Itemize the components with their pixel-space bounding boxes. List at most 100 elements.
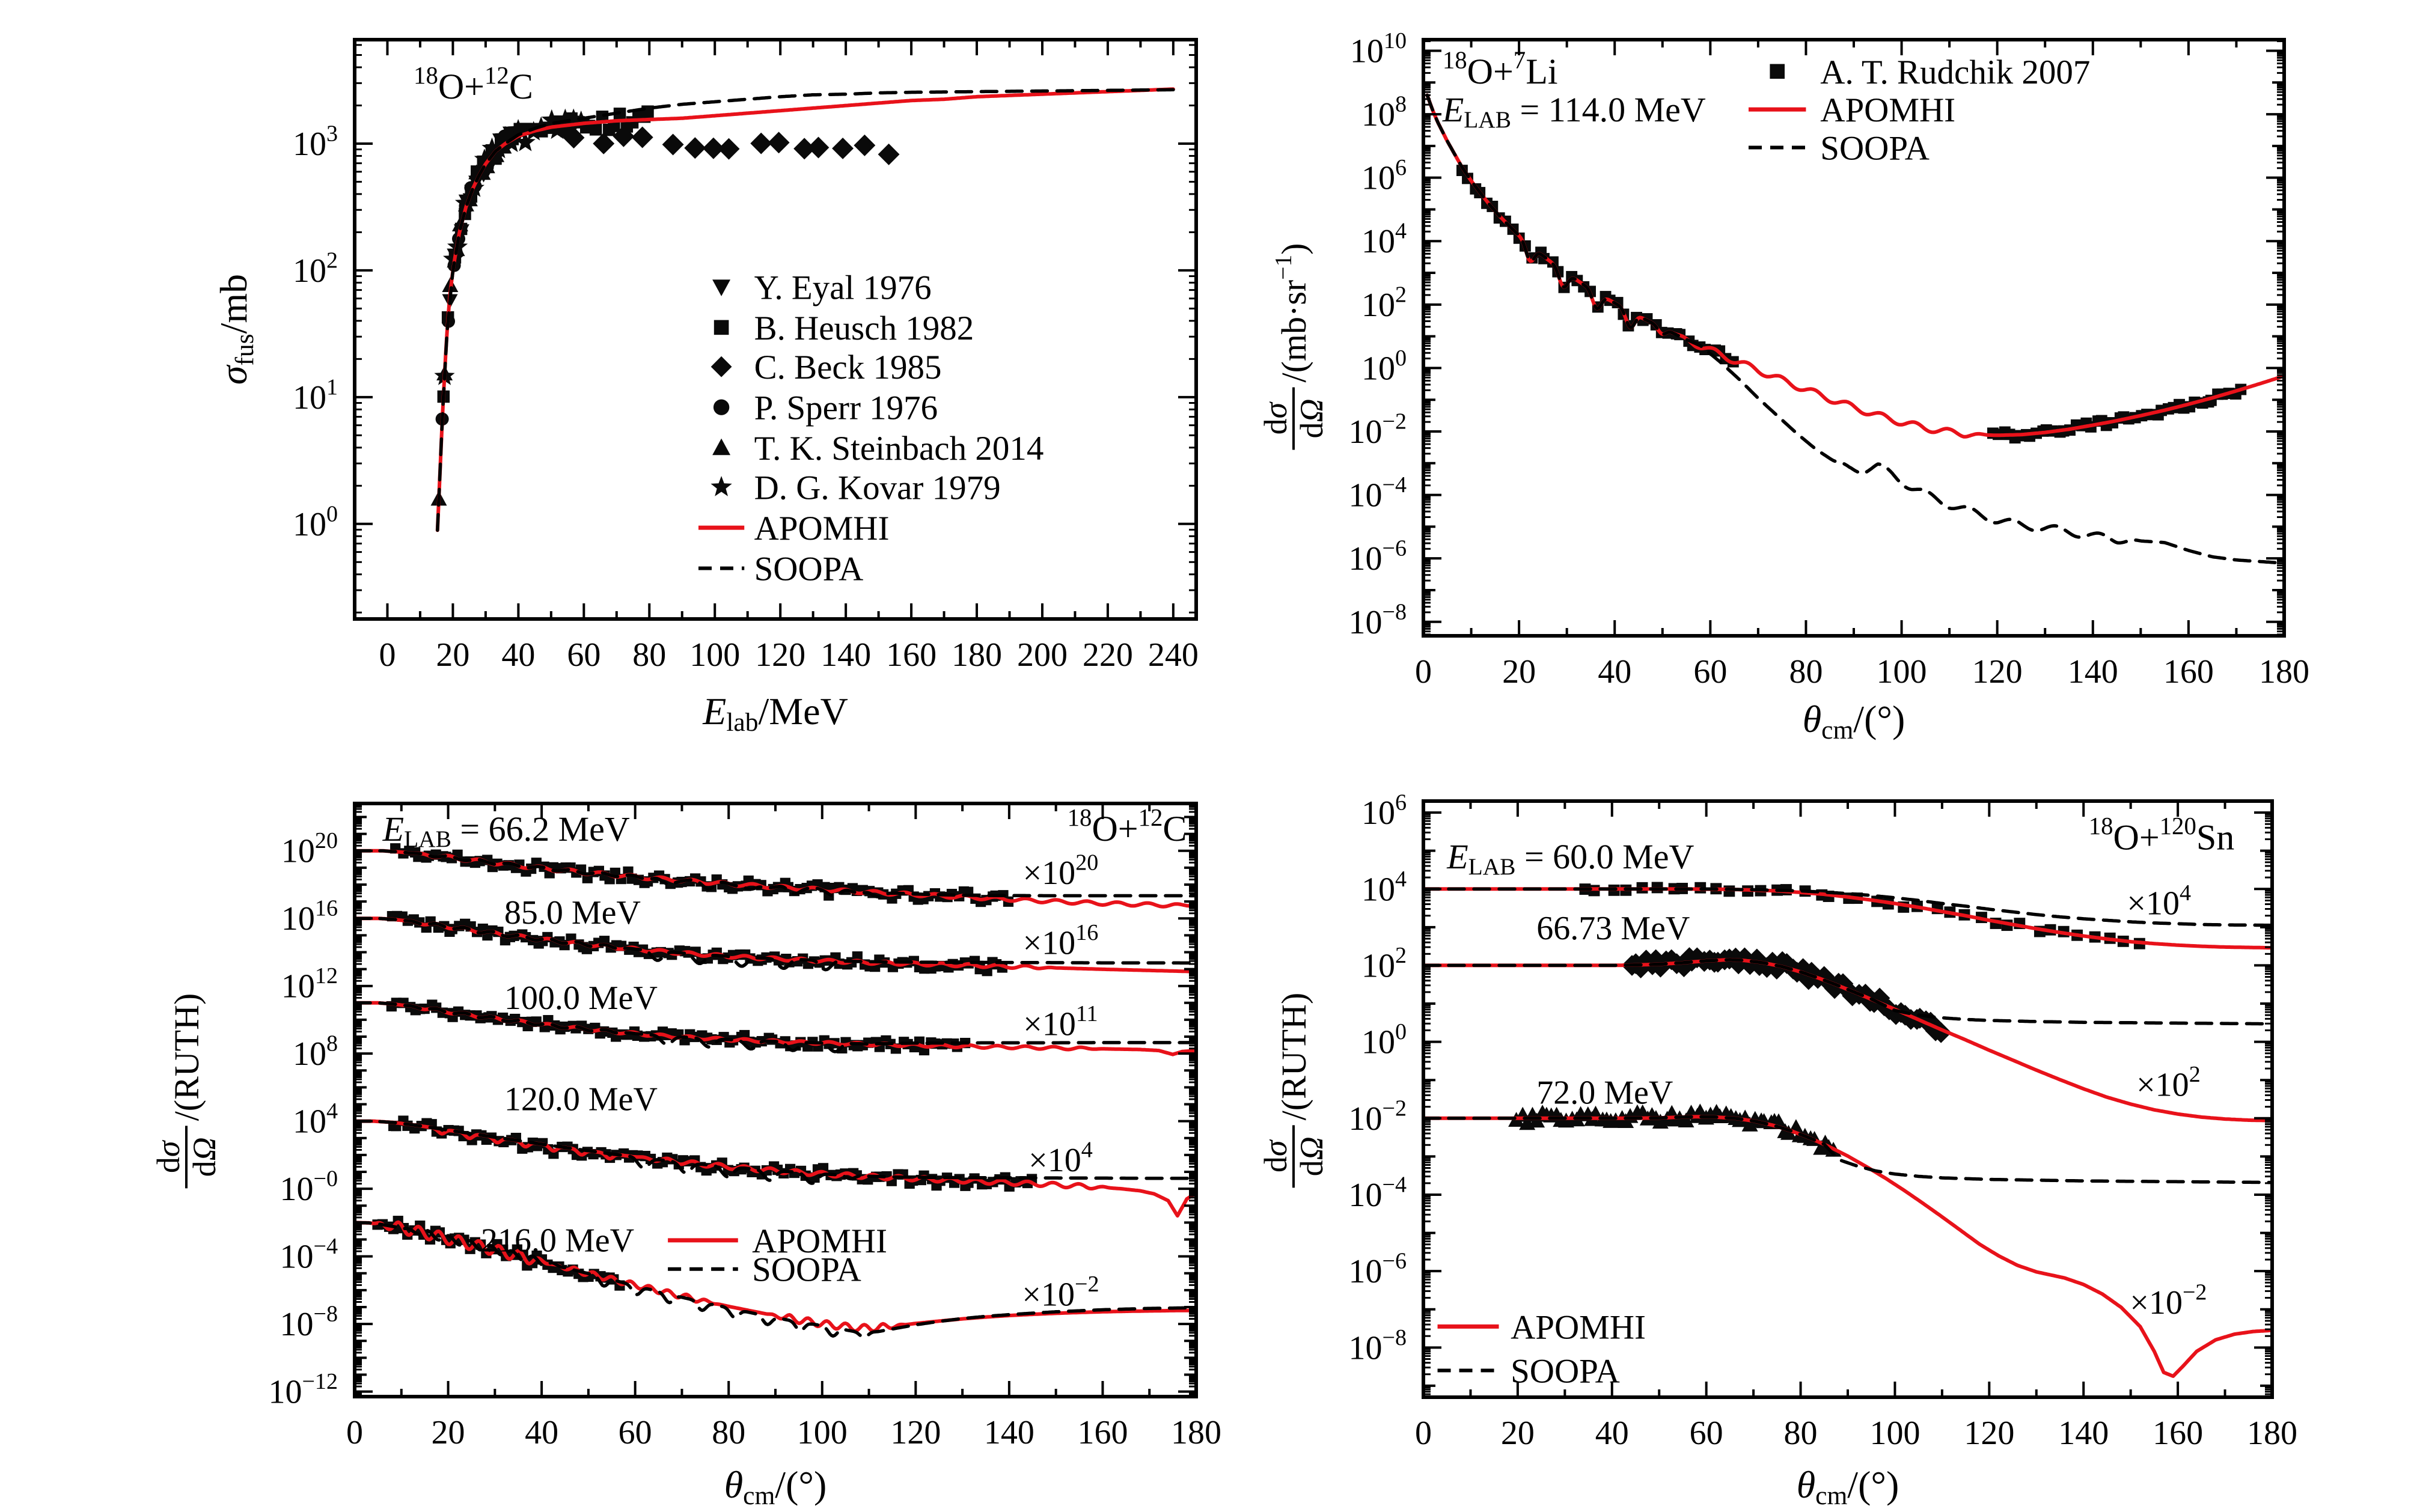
x-tick-label: 40 bbox=[1595, 1415, 1629, 1452]
diamond-marker bbox=[1930, 1022, 1952, 1043]
panel-ratio-o18-c12: 0 20 40 60 80 100 120 140 160 180 10−12 10−8 10−4 10−… bbox=[150, 802, 1221, 1510]
x-tick-label: 120 bbox=[755, 636, 805, 674]
triangle-up-marker bbox=[1780, 1124, 1797, 1140]
x-tick-label: 60 bbox=[1690, 1415, 1723, 1452]
plot-area-ratio-o18-c12 bbox=[355, 843, 1196, 1339]
annotation--e-lab-114-0-mev: ELAB = 114.0 MeV bbox=[1442, 90, 1706, 133]
y-tick-label: 10−8 bbox=[1348, 599, 1407, 641]
data-points-b-heusch-1982 bbox=[437, 105, 654, 403]
data-points-a-t-rudchik-2007 bbox=[1456, 165, 2247, 444]
diamond-marker bbox=[1801, 962, 1823, 983]
diamond-marker bbox=[768, 132, 790, 154]
star-marker bbox=[501, 132, 522, 153]
y-tick-label: 10−2 bbox=[1348, 409, 1407, 451]
legend-label: APOMHI bbox=[754, 510, 890, 547]
curve-soopa-soopa bbox=[436, 88, 1175, 532]
legend-label: T. K. Steinbach 2014 bbox=[754, 430, 1044, 468]
legend-label: SOOPA bbox=[1511, 1352, 1620, 1390]
y-axis-unit: /(RUTH) bbox=[1274, 993, 1313, 1121]
triangle-up-marker bbox=[1678, 1112, 1694, 1127]
y-axis-unit: /(RUTH) bbox=[167, 993, 206, 1121]
y-tick-label: 102 bbox=[293, 248, 338, 290]
x-tick-label: 20 bbox=[1502, 653, 1536, 690]
curve-soopa-d850 bbox=[355, 916, 1196, 972]
panel-elastic-o18-li7: 0 20 40 60 80 100 120 140 160 180 10−8 10−6 10−4 10−2… bbox=[1257, 28, 2309, 745]
x-tick-label: 140 bbox=[2068, 653, 2118, 690]
star-marker bbox=[454, 192, 476, 212]
x-tick-label: 0 bbox=[346, 1414, 363, 1451]
y-tick-label: 1012 bbox=[281, 963, 338, 1005]
plot-frame-ratio-o18-sn120 bbox=[1422, 799, 2274, 1399]
x-tick-label: 160 bbox=[2153, 1415, 2203, 1452]
diamond-marker bbox=[718, 138, 740, 160]
x-tick-label: 0 bbox=[379, 636, 396, 674]
x-tick-label: 80 bbox=[1784, 1415, 1818, 1452]
triangle-up-marker bbox=[712, 438, 731, 456]
x-tick-label: 40 bbox=[501, 636, 535, 674]
annotation-85-0-mev: 85.0 MeV bbox=[504, 894, 641, 931]
x-tick-label: 0 bbox=[1415, 1415, 1432, 1452]
star-marker bbox=[515, 132, 536, 151]
y-tick-label: 10−6 bbox=[1348, 536, 1407, 578]
diamond-marker bbox=[631, 126, 653, 148]
x-tick-label: 60 bbox=[1693, 653, 1727, 690]
y-tick-label: 106 bbox=[1361, 155, 1407, 197]
diamond-marker bbox=[793, 138, 816, 160]
diamond-marker bbox=[1878, 999, 1900, 1020]
legend-ratio-o18-sn120: APOMHI SOOPA bbox=[1437, 1308, 1646, 1390]
annotation--18-o-7-li: 18O+7Li bbox=[1443, 47, 1558, 91]
data-points-100-0-mev-data bbox=[386, 998, 971, 1056]
x-tick-label: 100 bbox=[1877, 653, 1927, 690]
fraction-denominator: dΩ bbox=[1294, 398, 1330, 438]
star-marker bbox=[495, 126, 516, 145]
legend-label: D. G. Kovar 1979 bbox=[754, 469, 1001, 507]
x-tick-label: 20 bbox=[436, 636, 469, 674]
annotation-216-0-mev: 216.0 MeV bbox=[481, 1222, 634, 1259]
x-tick-label: 20 bbox=[432, 1414, 465, 1451]
legend-label: APOMHI bbox=[1511, 1308, 1646, 1346]
x-tick-label: 100 bbox=[689, 636, 740, 674]
diamond-marker bbox=[750, 132, 772, 154]
x-tick-label: 180 bbox=[2259, 653, 2309, 690]
y-axis-title-text: σfus/mb bbox=[212, 274, 259, 385]
legend-label: APOMHI bbox=[1820, 91, 1955, 129]
panel-fusion-o18-c12: 0 20 40 60 80 100 120 140 160 180 200 220 240 100 101 1… bbox=[212, 38, 1199, 737]
data-points-85-0-mev-data bbox=[387, 910, 1007, 977]
annotation--10-2-: ×10−2 bbox=[1022, 1272, 1099, 1314]
x-tick-label: 240 bbox=[1148, 636, 1199, 674]
y-tick-label: 104 bbox=[1361, 867, 1407, 909]
curve-soopa-d6673 bbox=[1423, 958, 2272, 1026]
y-tick-label: 1020 bbox=[281, 828, 338, 870]
triangle-up-marker bbox=[1529, 1112, 1545, 1128]
plot-area-fusion-o18-c12 bbox=[430, 87, 1175, 532]
square-marker bbox=[589, 123, 602, 136]
legend-label: SOOPA bbox=[1820, 129, 1930, 167]
y-tick-label: 100 bbox=[293, 501, 338, 543]
y-tick-label: 10−8 bbox=[1348, 1325, 1407, 1367]
annotation-66-73-mev: 66.73 MeV bbox=[1536, 910, 1690, 947]
diamond-marker bbox=[1650, 956, 1671, 978]
y-tick-label: 1016 bbox=[281, 896, 338, 938]
annotation-120-0-mev: 120.0 MeV bbox=[504, 1081, 658, 1118]
curve-soopa-d100 bbox=[355, 1001, 1196, 1053]
plot-area-ratio-o18-sn120 bbox=[1423, 882, 2272, 1378]
annotation--e-lab-66-2-mev: ELAB = 66.2 MeV bbox=[382, 809, 630, 852]
x-tick-label: 160 bbox=[1077, 1414, 1128, 1451]
square-marker bbox=[641, 105, 654, 118]
annotation--10-2-: ×10−2 bbox=[2130, 1280, 2207, 1322]
x-tick-label: 0 bbox=[1415, 653, 1432, 690]
curve-soopa-d216 bbox=[355, 1221, 1196, 1339]
square-marker bbox=[1770, 64, 1785, 79]
star-marker bbox=[546, 119, 568, 139]
plot-frame-elastic-o18-li7 bbox=[1422, 38, 2286, 638]
fraction-numerator: dσ bbox=[1257, 401, 1294, 434]
x-tick-label: 60 bbox=[619, 1414, 652, 1451]
y-axis-unit: /(mb·sr−1) bbox=[1270, 243, 1313, 383]
star-marker bbox=[555, 108, 576, 129]
x-tick-label: 80 bbox=[1789, 653, 1823, 690]
legend-label: B. Heusch 1982 bbox=[754, 309, 974, 347]
